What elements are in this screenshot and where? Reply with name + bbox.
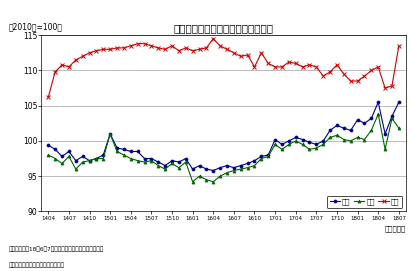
Text: （2010年=100）: （2010年=100）: [9, 23, 62, 32]
生産: [375, 101, 380, 104]
出荷: [169, 162, 174, 165]
生産: [395, 101, 400, 104]
在庫: [73, 58, 78, 62]
Text: （注）生産の18年6，7月は製造工業生産予測指数で延長: （注）生産の18年6，7月は製造工業生産予測指数で延長: [8, 246, 103, 252]
在庫: [46, 96, 51, 99]
出荷: [375, 112, 380, 116]
在庫: [169, 44, 174, 47]
出荷: [217, 175, 222, 178]
在庫: [375, 65, 380, 69]
在庫: [210, 37, 215, 40]
Text: （資料）経済産業省「鉱工業指数」: （資料）経済産業省「鉱工業指数」: [8, 263, 64, 268]
在庫: [265, 62, 270, 65]
出荷: [190, 180, 195, 183]
出荷: [238, 167, 243, 171]
生産: [46, 144, 51, 147]
Legend: 生産, 出荷, 在庫: 生産, 出荷, 在庫: [326, 196, 401, 208]
生産: [217, 166, 222, 169]
出荷: [73, 167, 78, 171]
Line: 在庫: 在庫: [46, 37, 400, 99]
Title: 鉱工業生産・出荷・在庫指数の推移: 鉱工業生産・出荷・在庫指数の推移: [173, 23, 273, 33]
出荷: [279, 148, 284, 151]
在庫: [395, 44, 400, 47]
生産: [73, 159, 78, 162]
Text: （年・月）: （年・月）: [384, 225, 405, 232]
生産: [238, 164, 243, 167]
在庫: [279, 65, 284, 69]
Line: 出荷: 出荷: [47, 113, 399, 183]
Line: 生産: 生産: [47, 101, 399, 172]
出荷: [395, 127, 400, 130]
生産: [210, 169, 215, 172]
生産: [265, 153, 270, 157]
生産: [279, 143, 284, 146]
出荷: [46, 153, 51, 157]
在庫: [217, 44, 222, 47]
出荷: [265, 155, 270, 158]
生産: [169, 159, 174, 162]
